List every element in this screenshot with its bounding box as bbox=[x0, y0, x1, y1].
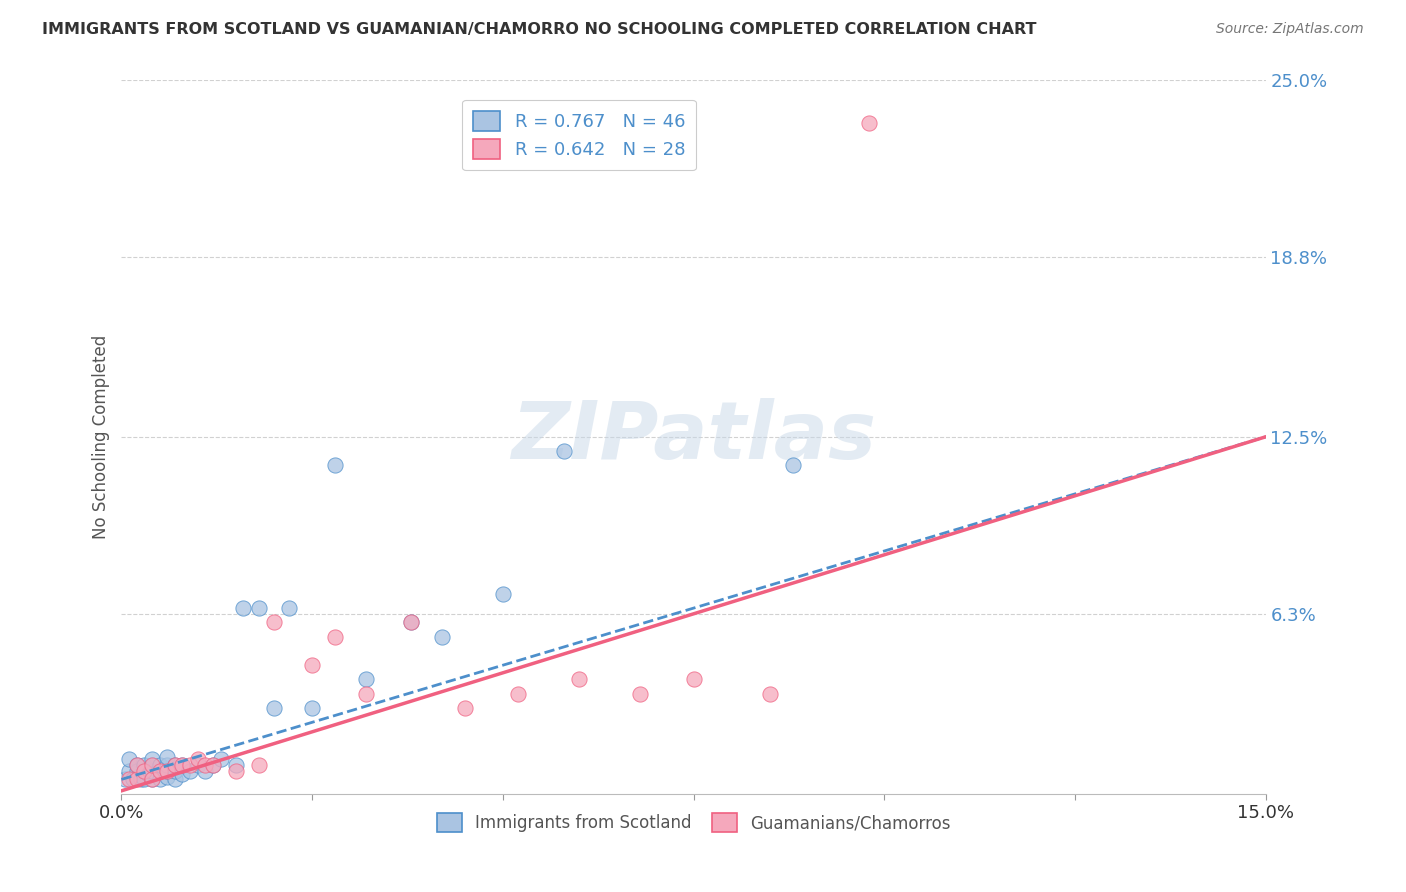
Point bbox=[163, 772, 186, 787]
Point bbox=[134, 764, 156, 778]
Point bbox=[187, 752, 209, 766]
Point bbox=[553, 444, 575, 458]
Point bbox=[201, 758, 224, 772]
Point bbox=[163, 764, 186, 778]
Point bbox=[430, 630, 453, 644]
Point bbox=[156, 749, 179, 764]
Point bbox=[125, 770, 148, 784]
Text: IMMIGRANTS FROM SCOTLAND VS GUAMANIAN/CHAMORRO NO SCHOOLING COMPLETED CORRELATIO: IMMIGRANTS FROM SCOTLAND VS GUAMANIAN/CH… bbox=[42, 22, 1036, 37]
Point bbox=[179, 764, 201, 778]
Point bbox=[782, 458, 804, 473]
Point bbox=[136, 766, 159, 780]
Point bbox=[263, 615, 285, 630]
Point bbox=[134, 758, 156, 772]
Point bbox=[156, 764, 179, 778]
Point bbox=[125, 764, 148, 778]
Point bbox=[163, 758, 186, 772]
Point bbox=[568, 673, 591, 687]
Text: Source: ZipAtlas.com: Source: ZipAtlas.com bbox=[1216, 22, 1364, 37]
Point bbox=[156, 770, 179, 784]
Point bbox=[323, 458, 346, 473]
Y-axis label: No Schooling Completed: No Schooling Completed bbox=[93, 334, 110, 539]
Point bbox=[194, 758, 217, 772]
Point bbox=[156, 764, 179, 778]
Point bbox=[354, 687, 377, 701]
Point bbox=[628, 687, 651, 701]
Point bbox=[263, 701, 285, 715]
Point bbox=[141, 758, 163, 772]
Point bbox=[141, 752, 163, 766]
Point bbox=[141, 758, 163, 772]
Point bbox=[301, 701, 323, 715]
Point bbox=[125, 758, 148, 772]
Point bbox=[163, 758, 186, 772]
Text: ZIPatlas: ZIPatlas bbox=[510, 398, 876, 475]
Point bbox=[114, 772, 136, 787]
Point bbox=[201, 758, 224, 772]
Point bbox=[401, 615, 423, 630]
Point bbox=[122, 772, 145, 787]
Legend: Immigrants from Scotland, Guamanians/Chamorros: Immigrants from Scotland, Guamanians/Cha… bbox=[430, 806, 957, 838]
Point bbox=[225, 758, 247, 772]
Point bbox=[492, 587, 515, 601]
Point bbox=[172, 758, 194, 772]
Point bbox=[148, 764, 170, 778]
Point bbox=[118, 764, 141, 778]
Point bbox=[301, 658, 323, 673]
Point bbox=[156, 758, 179, 772]
Point bbox=[141, 772, 163, 787]
Point bbox=[179, 758, 201, 772]
Point bbox=[172, 758, 194, 772]
Point bbox=[401, 615, 423, 630]
Point bbox=[141, 772, 163, 787]
Point bbox=[134, 764, 156, 778]
Point bbox=[759, 687, 782, 701]
Point bbox=[506, 687, 529, 701]
Point bbox=[194, 764, 217, 778]
Point bbox=[225, 764, 247, 778]
Point bbox=[682, 673, 704, 687]
Point bbox=[454, 701, 477, 715]
Point bbox=[354, 673, 377, 687]
Point bbox=[134, 772, 156, 787]
Point bbox=[141, 764, 163, 778]
Point bbox=[323, 630, 346, 644]
Point bbox=[148, 772, 170, 787]
Point bbox=[125, 758, 148, 772]
Point bbox=[209, 752, 232, 766]
Point bbox=[247, 601, 270, 615]
Point bbox=[125, 772, 148, 787]
Point bbox=[118, 772, 141, 787]
Point bbox=[247, 758, 270, 772]
Point bbox=[172, 766, 194, 780]
Point bbox=[278, 601, 301, 615]
Point bbox=[232, 601, 254, 615]
Point bbox=[148, 758, 170, 772]
Point bbox=[858, 116, 880, 130]
Point bbox=[118, 752, 141, 766]
Point bbox=[187, 758, 209, 772]
Point bbox=[148, 764, 170, 778]
Point bbox=[129, 772, 152, 787]
